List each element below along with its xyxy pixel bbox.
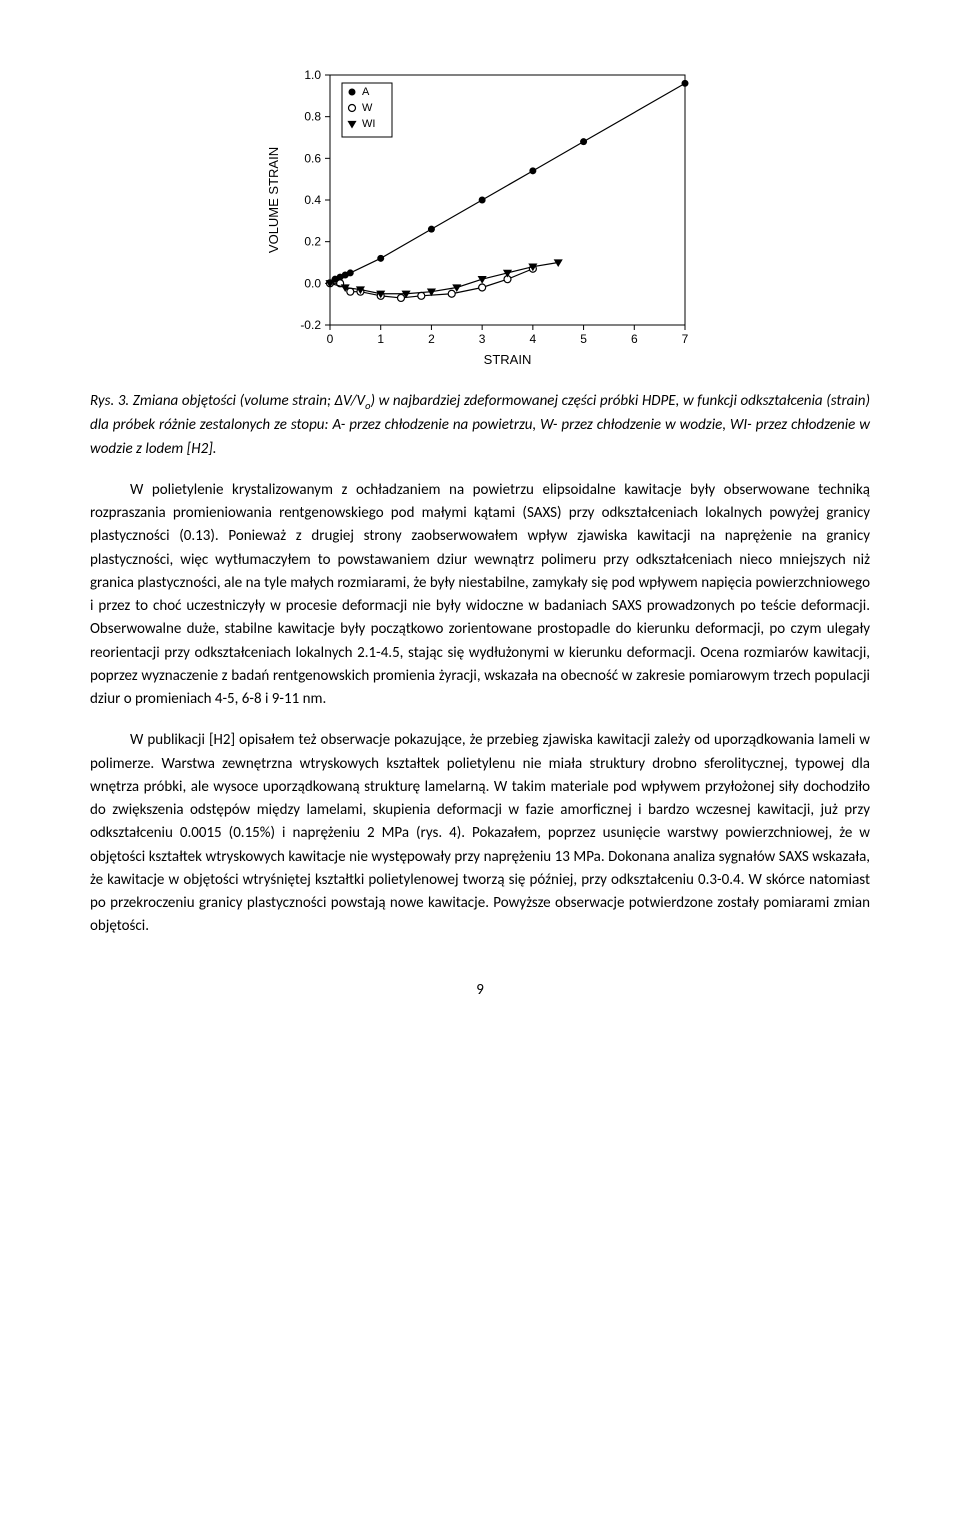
svg-text:0.2: 0.2 (304, 235, 321, 249)
figure-3-chart: 0 1 2 3 4 5 6 7 -0.2 0.0 0.2 0.4 0.6 0.8 1.0 STRAIN VOLU… (90, 60, 870, 370)
svg-text:WI: WI (362, 118, 375, 130)
svg-text:7: 7 (682, 332, 689, 346)
svg-text:VOLUME STRAIN: VOLUME STRAIN (266, 147, 281, 253)
svg-text:0.8: 0.8 (304, 110, 321, 124)
svg-text:2: 2 (428, 332, 435, 346)
svg-text:A: A (362, 86, 370, 98)
svg-text:3: 3 (479, 332, 486, 346)
volume-strain-chart-svg: 0 1 2 3 4 5 6 7 -0.2 0.0 0.2 0.4 0.6 0.8 1.0 STRAIN VOLU… (260, 60, 700, 370)
svg-text:W: W (362, 102, 373, 114)
svg-text:0.6: 0.6 (304, 151, 321, 165)
paragraph-1: W polietylenie krystalizowanym z ochładz… (90, 479, 870, 712)
svg-text:5: 5 (580, 332, 587, 346)
svg-text:1: 1 (377, 332, 384, 346)
svg-text:-0.2: -0.2 (300, 318, 321, 332)
page-number: 9 (90, 979, 870, 1002)
svg-text:0.0: 0.0 (304, 276, 321, 290)
svg-text:0: 0 (327, 332, 334, 346)
svg-text:6: 6 (631, 332, 638, 346)
svg-text:0.4: 0.4 (304, 193, 321, 207)
svg-text:4: 4 (530, 332, 537, 346)
paragraph-2: W publikacji [H2] opisałem też obserwacj… (90, 729, 870, 938)
caption-text-prefix: Rys. 3. Zmiana objętości (volume strain;… (90, 392, 365, 410)
svg-text:STRAIN: STRAIN (484, 352, 532, 367)
figure-3-caption: Rys. 3. Zmiana objętości (volume strain;… (90, 390, 870, 461)
svg-text:1.0: 1.0 (304, 68, 321, 82)
